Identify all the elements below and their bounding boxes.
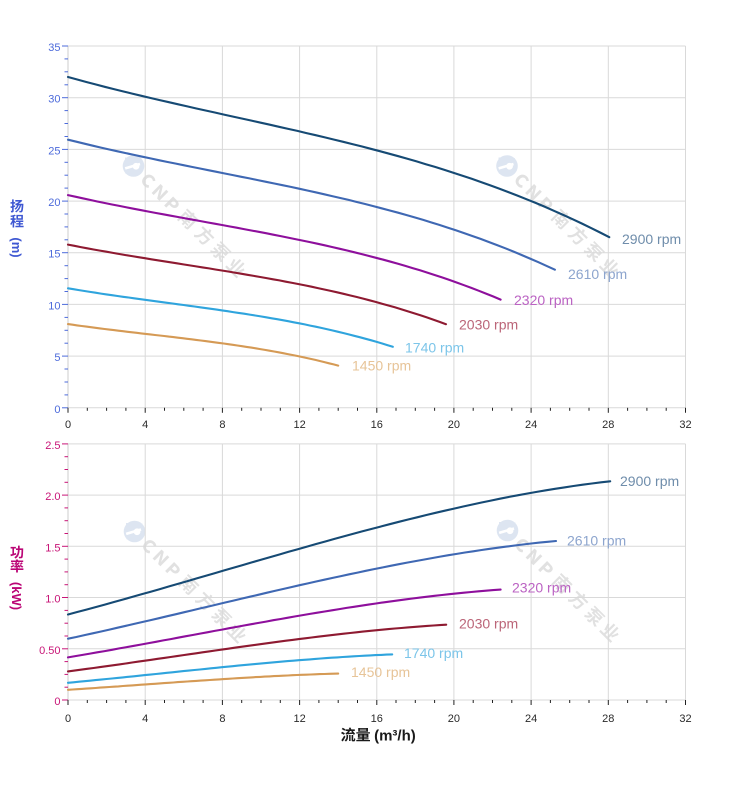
svg-text:12: 12 [293,713,305,725]
svg-text:20: 20 [448,713,460,725]
svg-text:2320 rpm: 2320 rpm [514,292,573,308]
svg-text:16: 16 [371,713,383,725]
svg-text:2.5: 2.5 [45,440,60,452]
svg-text:32: 32 [679,419,691,431]
svg-text:0: 0 [65,713,71,725]
svg-text:2610 rpm: 2610 rpm [568,266,627,282]
svg-text:1.5: 1.5 [45,542,60,554]
svg-text:32: 32 [679,713,691,725]
svg-text:1450 rpm: 1450 rpm [351,664,410,680]
svg-text:0: 0 [54,404,60,416]
svg-text:4: 4 [142,419,148,431]
svg-text:25: 25 [48,145,60,157]
svg-text:1450 rpm: 1450 rpm [352,357,411,373]
svg-text:2610 rpm: 2610 rpm [567,532,626,548]
svg-text:1740 rpm: 1740 rpm [404,645,463,661]
svg-text:(m³/h): (m³/h) [374,727,416,744]
svg-text:(m): (m) [9,237,24,257]
svg-text:20: 20 [48,197,60,209]
svg-text:2030 rpm: 2030 rpm [459,317,518,333]
svg-text:2030 rpm: 2030 rpm [459,616,518,632]
svg-text:5: 5 [54,352,60,364]
svg-text:1.0: 1.0 [45,594,60,606]
svg-text:2900 rpm: 2900 rpm [622,231,681,247]
svg-text:0: 0 [65,419,71,431]
svg-text:28: 28 [602,713,614,725]
svg-text:8: 8 [219,419,225,431]
svg-text:2900 rpm: 2900 rpm [620,473,679,489]
svg-text:2.0: 2.0 [45,491,60,503]
svg-text:0: 0 [54,696,60,708]
svg-text:4: 4 [142,713,148,725]
svg-text:15: 15 [48,249,60,261]
svg-text:10: 10 [48,300,60,312]
svg-text:8: 8 [219,713,225,725]
svg-text:(kW): (kW) [9,582,24,610]
svg-text:0.50: 0.50 [39,645,60,657]
svg-text:2320 rpm: 2320 rpm [512,580,571,596]
svg-text:24: 24 [525,419,537,431]
svg-text:20: 20 [448,419,460,431]
svg-text:28: 28 [602,419,614,431]
svg-text:35: 35 [48,42,60,54]
svg-text:12: 12 [293,419,305,431]
svg-text:16: 16 [371,419,383,431]
svg-text:24: 24 [525,713,537,725]
svg-text:30: 30 [48,94,60,106]
svg-text:1740 rpm: 1740 rpm [405,340,464,356]
